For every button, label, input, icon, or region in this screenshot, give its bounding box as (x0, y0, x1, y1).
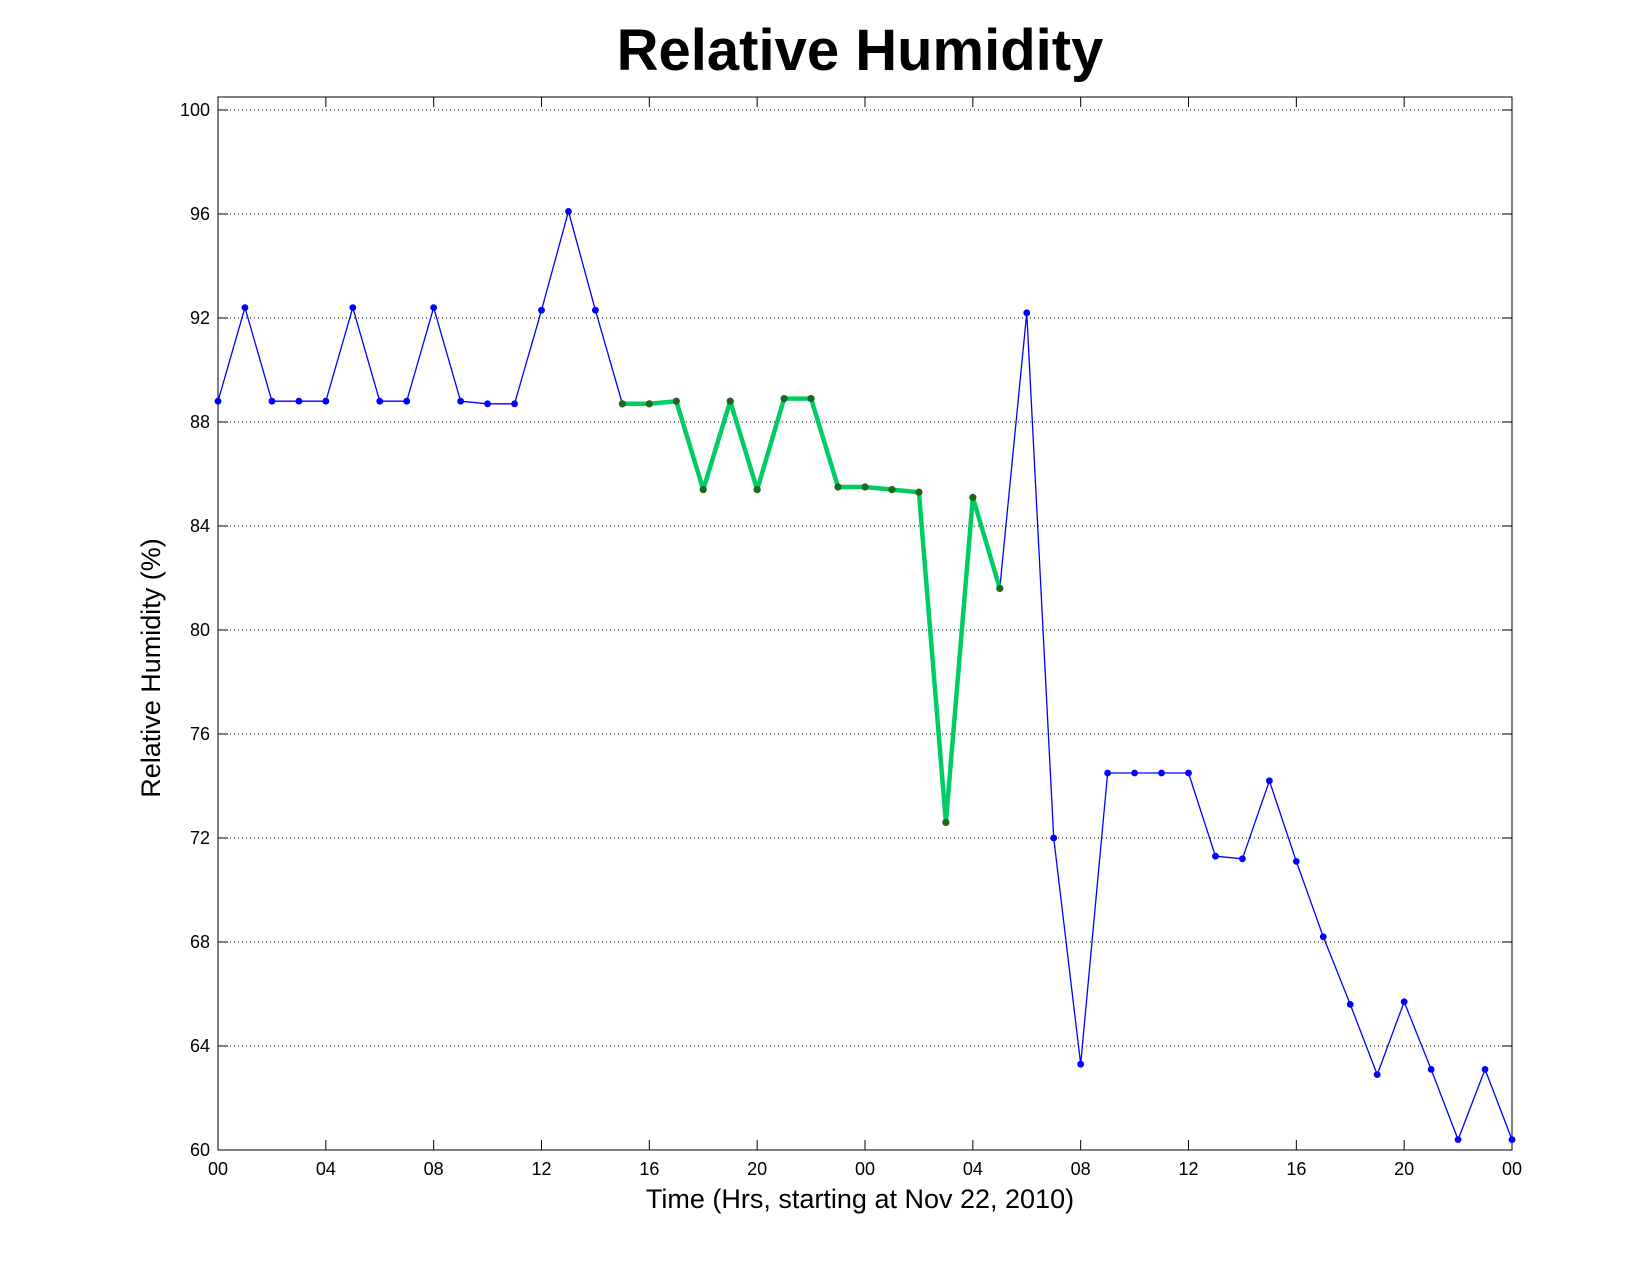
data-point-series-1 (1508, 1136, 1516, 1143)
data-point-series-1 (1104, 769, 1112, 777)
y-tick-label: 88 (190, 412, 210, 432)
data-point-series-1 (322, 397, 330, 405)
x-tick-label: 00 (855, 1159, 875, 1179)
data-point-series-1 (376, 397, 384, 405)
data-point-series-1 (1265, 777, 1273, 785)
data-point-series-2 (726, 397, 734, 405)
data-point-series-2 (618, 400, 626, 408)
x-axis-label: Time (Hrs, starting at Nov 22, 2010) (646, 1184, 1074, 1214)
data-point-series-2 (915, 488, 923, 496)
data-point-series-1 (1427, 1066, 1435, 1073)
data-point-series-2 (834, 483, 842, 491)
data-point-series-1 (1077, 1060, 1085, 1068)
data-point-series-2 (861, 483, 869, 491)
data-point-series-1 (1050, 834, 1058, 842)
chart-title: Relative Humidity (617, 18, 1104, 83)
data-point-series-1 (1400, 998, 1408, 1006)
data-point-series-2 (699, 486, 707, 494)
data-point-series-1 (1319, 933, 1327, 941)
y-axis-label: Relative Humidity (%) (136, 538, 166, 798)
data-point-series-2 (807, 395, 815, 403)
x-tick-label: 20 (747, 1159, 767, 1179)
tick-layer: 60 64 68 72 76 80 84 88 92 96 100 00 04 08 12 16 20 00 04 0… (180, 97, 1522, 1179)
x-tick-label: 04 (963, 1159, 983, 1179)
data-point-series-1 (457, 397, 465, 405)
data-point-series-1 (1481, 1066, 1489, 1073)
data-point-series-1 (349, 304, 357, 311)
y-tick-label: 80 (190, 620, 210, 640)
data-point-series-1 (565, 208, 572, 215)
data-point-series-1 (430, 304, 438, 311)
data-point-series-2 (780, 395, 788, 403)
data-point-series-1 (484, 400, 491, 408)
y-tick-label: 92 (190, 308, 210, 328)
x-tick-label: 04 (316, 1159, 336, 1179)
y-tick-label: 60 (190, 1140, 210, 1160)
y-tick-label: 68 (190, 932, 210, 952)
data-point-series-2 (672, 397, 680, 405)
data-point-series-2 (942, 818, 950, 827)
data-point-series-1 (1454, 1136, 1462, 1143)
data-point-series-1 (1185, 769, 1192, 777)
x-tick-label: 16 (639, 1159, 659, 1179)
data-point-series-1 (1212, 852, 1219, 860)
x-tick-label: 08 (1071, 1159, 1091, 1179)
data-point-series-1 (403, 397, 411, 405)
x-tick-label: 00 (1502, 1159, 1522, 1179)
y-tick-label: 72 (190, 828, 210, 848)
y-tick-label: 84 (190, 516, 210, 536)
data-point-series-1 (1292, 858, 1300, 865)
data-point-series-2 (645, 400, 653, 408)
data-point-series-1 (1373, 1071, 1381, 1078)
x-tick-label: 08 (424, 1159, 444, 1179)
data-point-series-1 (1158, 769, 1165, 777)
data-point-series-2 (996, 584, 1004, 593)
data-point-series-1 (1131, 769, 1138, 777)
series-layer (214, 208, 1516, 1143)
x-tick-label: 12 (531, 1159, 551, 1179)
data-point-series-1 (592, 306, 599, 314)
data-point-series-2 (753, 486, 761, 494)
data-point-series-1 (1023, 309, 1031, 317)
y-tick-label: 76 (190, 724, 210, 744)
x-tick-label: 00 (208, 1159, 228, 1179)
data-point-series-2 (888, 486, 896, 494)
data-point-series-1 (538, 306, 545, 314)
data-point-series-1 (268, 397, 276, 405)
data-point-series-1 (1346, 1001, 1354, 1008)
y-tick-label: 64 (190, 1036, 210, 1056)
x-tick-label: 16 (1286, 1159, 1306, 1179)
data-point-series-1 (241, 304, 249, 311)
x-tick-label: 20 (1394, 1159, 1414, 1179)
data-point-series-2 (969, 493, 977, 501)
data-point-series-1 (214, 397, 222, 405)
y-tick-label: 96 (190, 204, 210, 224)
y-tick-label: 100 (180, 100, 210, 120)
data-point-series-1 (511, 400, 518, 408)
data-point-series-1 (295, 397, 303, 405)
x-tick-label: 12 (1178, 1159, 1198, 1179)
data-point-series-1 (1239, 855, 1246, 863)
